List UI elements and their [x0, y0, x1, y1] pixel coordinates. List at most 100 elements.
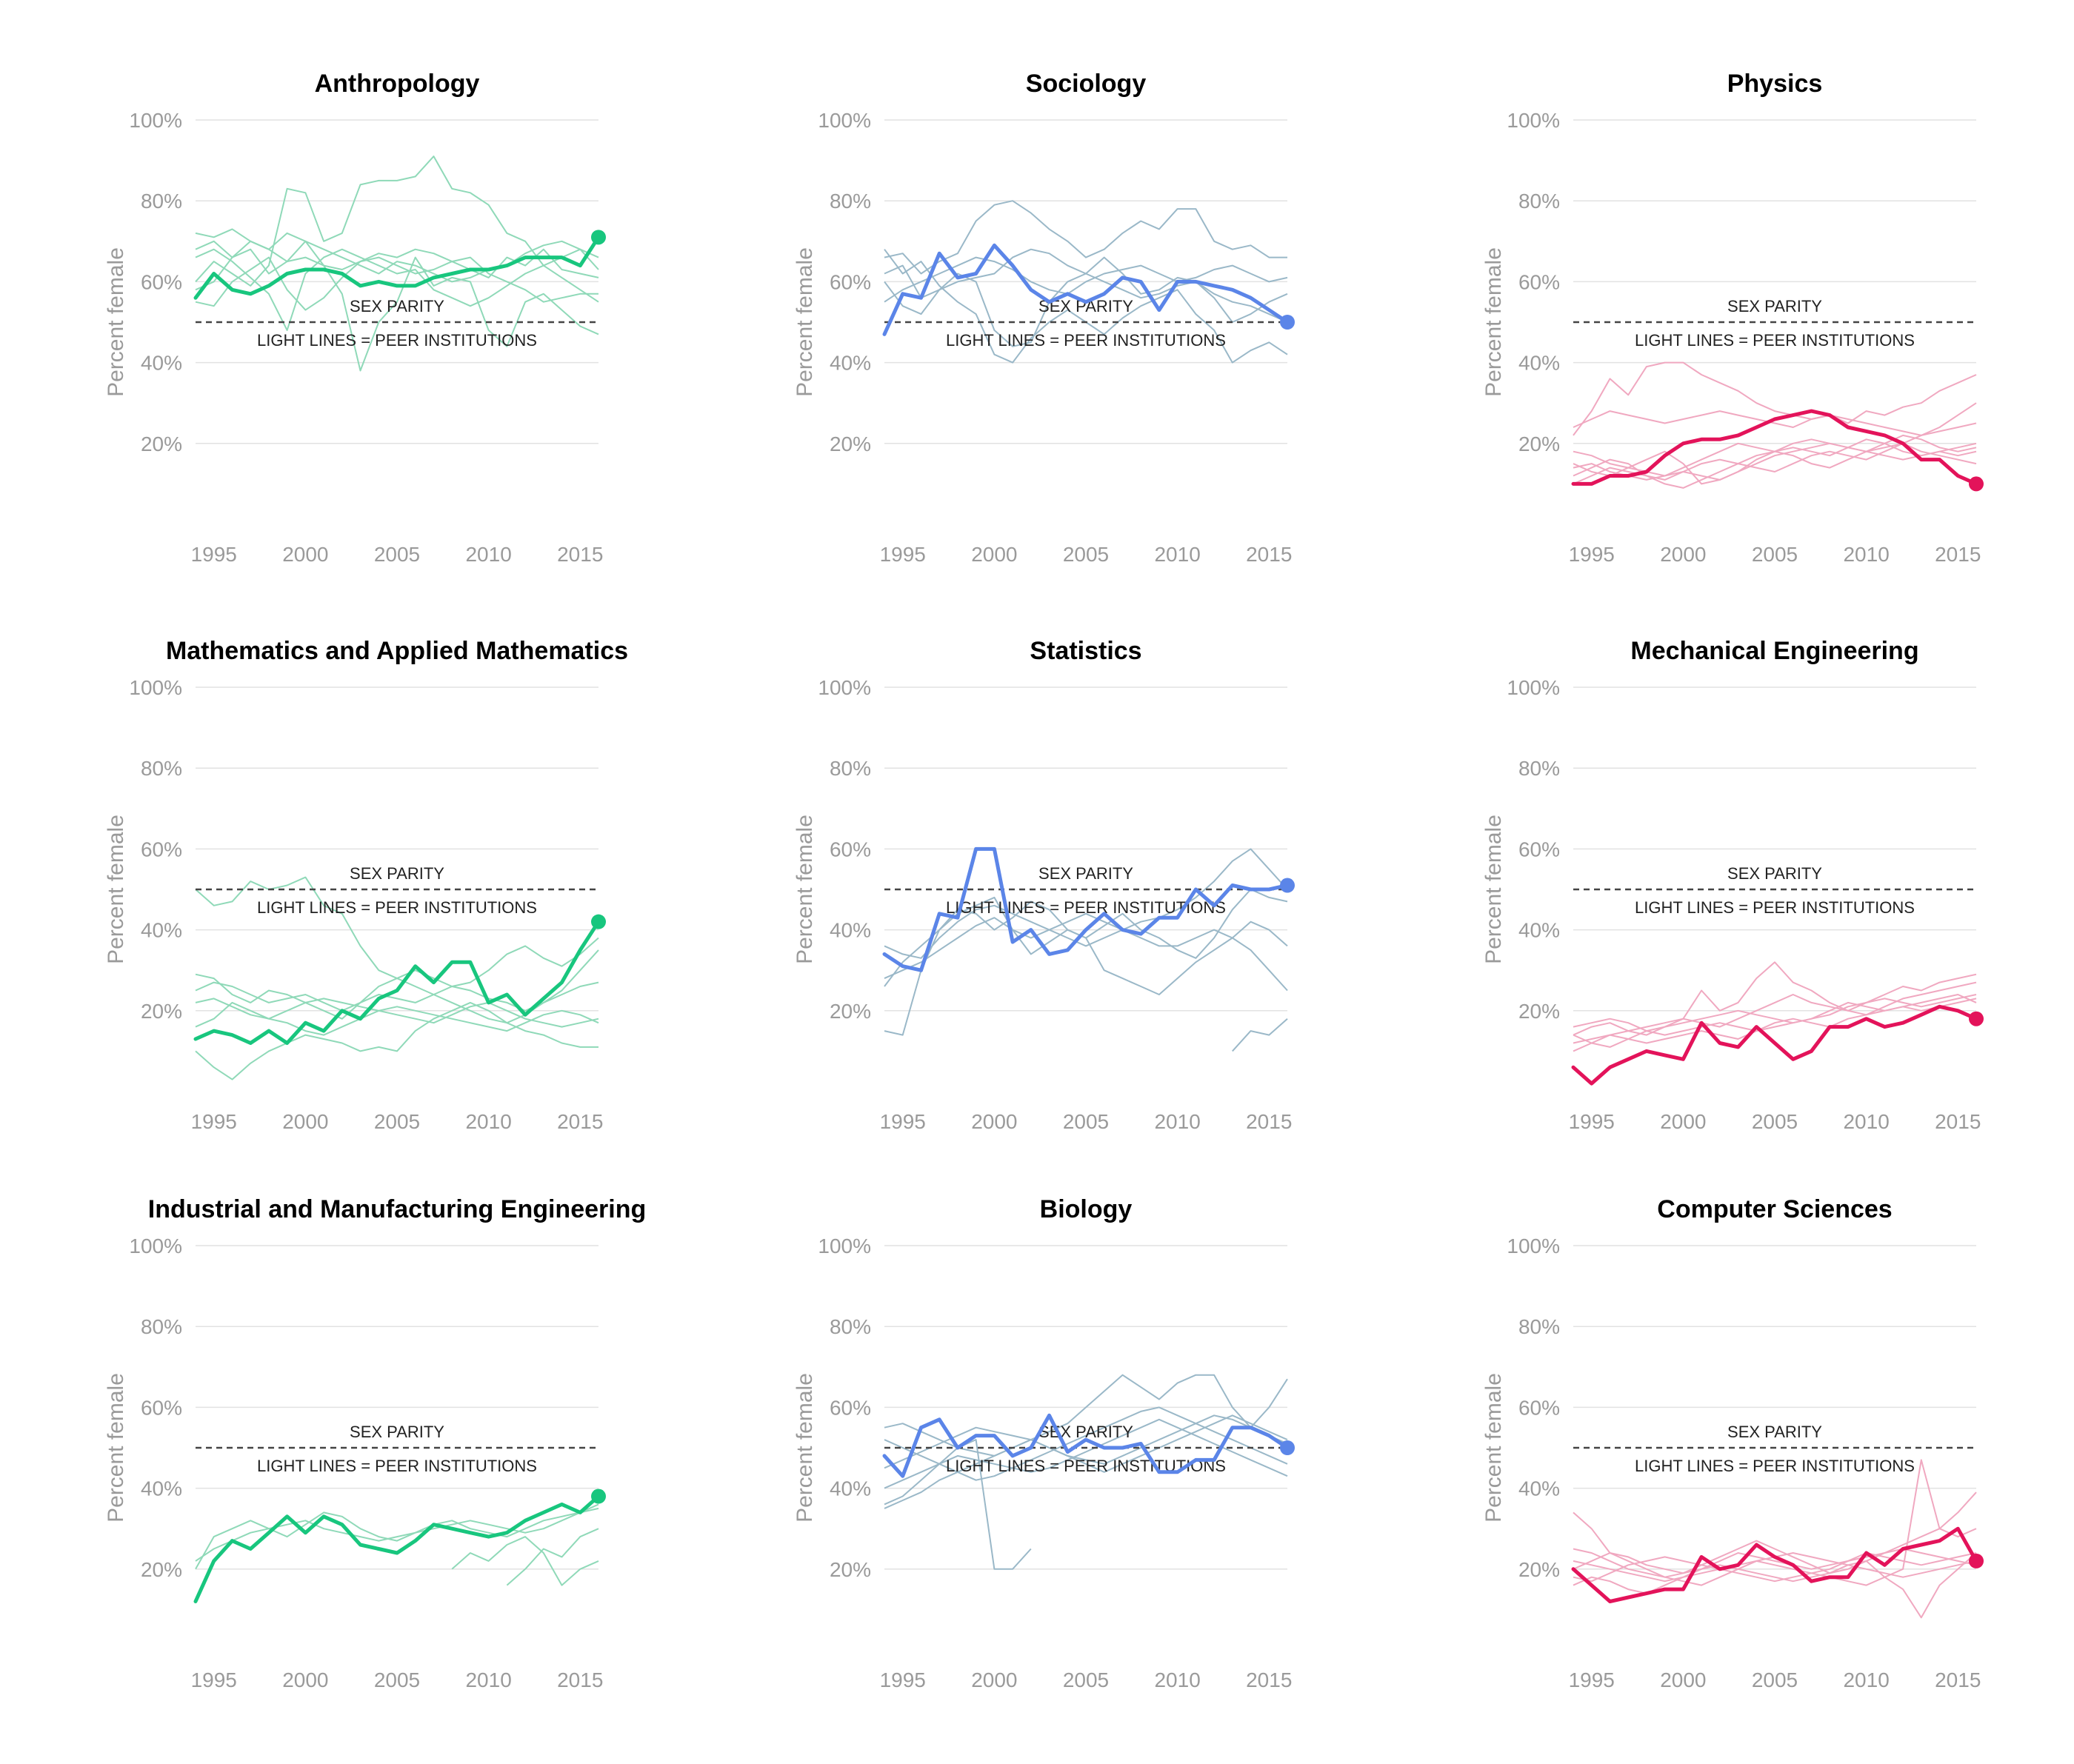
main-series-line [193, 1494, 601, 1603]
chart-panel-physics: Physics 20% 40% 60% 80% 100% Percent female 199… [1378, 0, 2044, 563]
peer-line [1573, 438, 1977, 489]
x-tick-label: 2005 [1752, 1110, 1798, 1130]
main-series-line [1571, 1526, 1978, 1603]
y-tick-label: 20% [830, 432, 871, 455]
x-tick-label: 2015 [557, 1110, 603, 1130]
chart-title: Mathematics and Applied Mathematics [166, 637, 628, 665]
main-series-line [882, 1413, 1290, 1478]
y-tick-label: 40% [830, 352, 871, 375]
x-tick-label: 2010 [1843, 1110, 1889, 1130]
peer-institutions-note: LIGHT LINES = PEER INSTITUTIONS [1635, 898, 1915, 917]
y-tick-label: 20% [141, 432, 182, 455]
latest-value-point [1969, 476, 1984, 492]
x-tick-label: 1995 [191, 543, 237, 563]
x-tick-label: 2000 [282, 543, 328, 563]
chart-panel-mechanical-engineering: Mechanical Engineering 20% 40% 60% 80% 100% Pe… [1378, 567, 2044, 1130]
chart-title: Physics [1727, 70, 1823, 98]
x-tick-label: 1995 [880, 1110, 926, 1130]
y-tick-label: 60% [141, 270, 182, 293]
y-tick-label: 40% [141, 919, 182, 942]
x-tick-label: 2000 [1660, 1668, 1706, 1688]
x-tick-label: 2015 [557, 1668, 603, 1688]
x-tick-label: 1995 [1569, 1110, 1615, 1130]
x-tick-label: 2005 [374, 1110, 420, 1130]
x-tick-label: 2005 [374, 1668, 420, 1688]
x-tick-label: 2010 [1154, 1110, 1200, 1130]
y-tick-label: 40% [141, 1477, 182, 1500]
chart-svg-mathematics-and-applied-mathematics: Mathematics and Applied Mathematics 20% 40… [104, 637, 628, 1130]
chart-svg-physics: Physics 20% 40% 60% 80% 100% Percent female 199… [1481, 70, 1984, 563]
peer-institutions-note: LIGHT LINES = PEER INSTITUTIONS [946, 331, 1226, 350]
peer-line [195, 1503, 599, 1562]
y-axis-label: Percent female [793, 1373, 817, 1523]
main-series-line [1571, 409, 1978, 486]
x-tick-label: 2005 [1063, 1668, 1109, 1688]
y-tick-label: 100% [818, 109, 871, 132]
x-tick-label: 2010 [465, 543, 511, 563]
x-tick-label: 1995 [191, 1110, 237, 1130]
y-axis-label: Percent female [1481, 1373, 1506, 1523]
peer-institutions-note: LIGHT LINES = PEER INSTITUTIONS [257, 898, 537, 917]
x-tick-label: 2015 [1246, 1668, 1292, 1688]
main-series-line [882, 846, 1290, 972]
chart-panel-mathematics-and-applied-mathematics: Mathematics and Applied Mathematics 20% 40… [0, 567, 667, 1130]
peer-line [195, 1001, 598, 1080]
sex-parity-label: SEX PARITY [1727, 1423, 1822, 1441]
peer-line [1573, 994, 1977, 1036]
peer-institutions-note: LIGHT LINES = PEER INSTITUTIONS [257, 1457, 537, 1475]
y-tick-label: 80% [1518, 190, 1560, 213]
peer-line [195, 240, 599, 372]
chart-title: Anthropology [315, 70, 480, 98]
peer-line [195, 998, 599, 1032]
chart-title: Industrial and Manufacturing Engineering [148, 1195, 646, 1223]
sex-parity-label: SEX PARITY [350, 297, 444, 315]
latest-value-point [1280, 1440, 1295, 1455]
chart-svg-biology: Biology 20% 40% 60% 80% 100% Percent female 199… [793, 1195, 1295, 1688]
latest-value-point [591, 1489, 606, 1504]
peer-line [1573, 961, 1977, 1036]
y-tick-label: 20% [1518, 432, 1560, 455]
x-tick-label: 2010 [465, 1668, 511, 1688]
x-tick-label: 1995 [1569, 1668, 1615, 1688]
x-tick-label: 2000 [971, 543, 1017, 563]
peer-line [1573, 1548, 1977, 1578]
sex-parity-label: SEX PARITY [1727, 864, 1822, 883]
x-tick-label: 2005 [1752, 1668, 1798, 1688]
peer-line [1573, 361, 1977, 436]
x-tick-label: 2000 [282, 1668, 328, 1688]
y-tick-label: 20% [1518, 1000, 1560, 1023]
chart-panel-sociology: Sociology 20% 40% 60% 80% 100% Percent female 1… [689, 0, 1356, 563]
latest-value-point [591, 230, 606, 245]
y-tick-label: 100% [818, 676, 871, 699]
chart-title: Biology [1040, 1195, 1133, 1223]
chart-title: Sociology [1026, 70, 1147, 98]
main-series-line [193, 920, 601, 1045]
x-tick-label: 2005 [1063, 1110, 1109, 1130]
x-tick-label: 2010 [1843, 1668, 1889, 1688]
y-tick-label: 100% [1507, 1235, 1560, 1257]
y-tick-label: 80% [830, 757, 871, 780]
peer-line [195, 248, 598, 311]
y-tick-label: 80% [141, 190, 182, 213]
y-axis-label: Percent female [793, 247, 817, 397]
y-tick-label: 20% [1518, 1558, 1560, 1581]
x-tick-label: 2000 [1660, 1110, 1706, 1130]
peer-line [195, 1507, 599, 1570]
peer-line [884, 200, 1287, 275]
y-axis-label: Percent female [793, 815, 817, 964]
peer-line [884, 848, 1288, 959]
x-tick-label: 2015 [1935, 1110, 1981, 1130]
peer-line [1573, 1552, 1977, 1583]
chart-panel-biology: Biology 20% 40% 60% 80% 100% Percent female 199… [689, 1126, 1356, 1688]
y-tick-label: 20% [830, 1558, 871, 1581]
latest-value-point [1280, 315, 1295, 330]
peer-line [195, 228, 599, 278]
peer-line [884, 256, 1288, 303]
x-tick-label: 2015 [557, 543, 603, 563]
x-tick-label: 2000 [1660, 543, 1706, 563]
x-tick-label: 2010 [1843, 543, 1889, 563]
peer-line [1573, 981, 1977, 1044]
x-tick-label: 1995 [880, 543, 926, 563]
y-axis-label: Percent female [1481, 247, 1506, 397]
x-tick-label: 2010 [465, 1110, 511, 1130]
